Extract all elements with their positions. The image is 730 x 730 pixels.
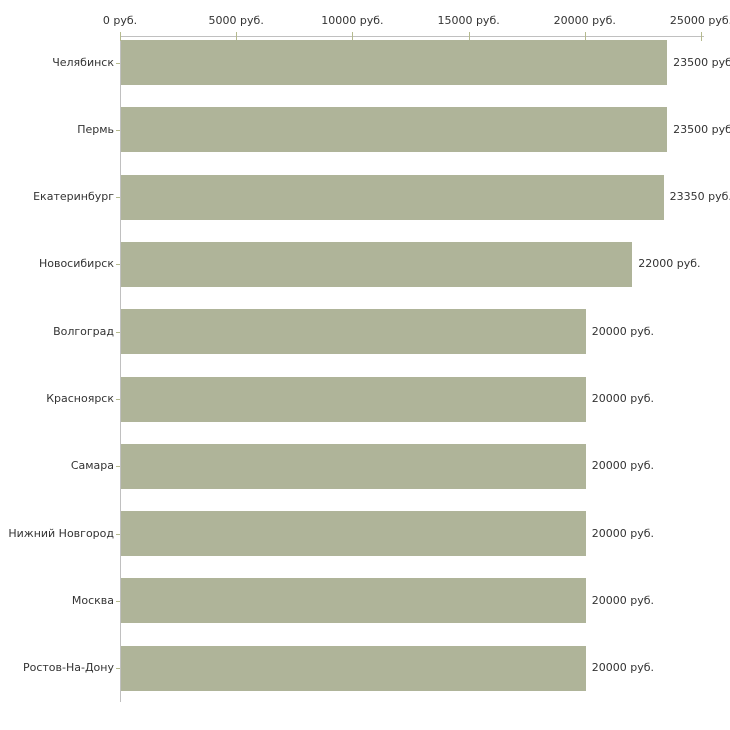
category-label: Красноярск [46, 392, 114, 405]
bar [121, 376, 586, 422]
x-axis-tick-label: 5000 руб. [208, 14, 264, 27]
x-axis-tick-label: 25000 руб. [669, 14, 730, 27]
category-label: Москва [71, 593, 114, 607]
bar [121, 241, 633, 287]
x-axis-tick-mark [120, 32, 121, 41]
y-axis-tick-mark [116, 534, 120, 535]
bar [121, 107, 668, 153]
bar-value-label: 20000 руб. [591, 392, 655, 405]
category-label: Новосибирск [38, 257, 114, 271]
category-label: Екатеринбург [33, 190, 114, 204]
y-axis-tick-mark [116, 332, 120, 333]
bar-value-label: 22000 руб. [638, 257, 701, 271]
bar [121, 511, 586, 557]
bar-value-label: 20000 руб. [591, 661, 655, 675]
x-axis-tick-label: 20000 руб. [553, 14, 616, 27]
y-axis-tick-mark [116, 130, 120, 131]
bar [121, 309, 586, 355]
y-axis-tick-mark [116, 466, 120, 467]
y-axis-tick-mark [116, 63, 120, 64]
bar-value-label: 23500 руб. [673, 55, 730, 69]
bar-value-label: 20000 руб. [591, 526, 655, 540]
x-axis-tick-mark [701, 32, 702, 41]
bar [121, 40, 668, 85]
y-axis-tick-mark [116, 264, 120, 265]
x-axis-tick-label: 10000 руб. [321, 14, 384, 27]
y-axis-tick-mark [116, 601, 120, 602]
category-label: Челябинск [52, 55, 114, 69]
x-axis-tick-mark [584, 32, 586, 41]
x-axis-tick-mark [352, 32, 354, 41]
category-label: Самара [70, 459, 114, 473]
bar-value-label: 20000 руб. [591, 459, 655, 473]
y-axis-tick-mark [116, 399, 120, 400]
bar-value-label: 23500 руб. [673, 122, 730, 136]
x-axis-tick-label: 15000 руб. [437, 14, 500, 27]
x-axis-line [120, 36, 704, 37]
x-axis-tick-label: 0 руб. [102, 14, 138, 27]
category-label: Нижний Новгород [8, 526, 114, 540]
x-axis-tick-mark [236, 32, 238, 41]
bar [121, 645, 586, 691]
category-label: Пермь [77, 122, 114, 136]
bar-value-label: 23350 руб. [669, 190, 730, 204]
y-axis-tick-mark [116, 197, 120, 198]
y-axis-line [120, 36, 121, 702]
bar-value-label: 20000 руб. [591, 593, 655, 607]
y-axis-tick-mark [116, 668, 120, 669]
bar-value-label: 20000 руб. [591, 324, 655, 338]
bar [121, 578, 586, 624]
x-axis-tick-mark [468, 32, 470, 41]
bar [121, 443, 586, 489]
bar [121, 174, 664, 220]
category-label: Волгоград [53, 324, 114, 338]
category-label: Ростов-На-Дону [22, 661, 114, 675]
